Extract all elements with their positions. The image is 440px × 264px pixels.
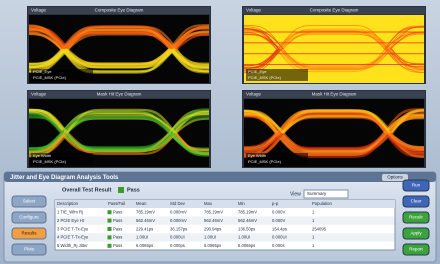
table-cell: Pass	[113, 243, 122, 248]
table-cell: 154.4ps	[272, 226, 287, 231]
table-cell: 562.46mV	[238, 218, 257, 223]
table-cell: 6.0065ps	[204, 243, 221, 248]
table-cell: 6.0065ps	[136, 243, 153, 248]
column-header: Min	[238, 201, 245, 206]
table-cell: 0.000UI	[272, 235, 287, 240]
side-button-label: Configure	[19, 215, 39, 220]
table-cell: 6.0065ps	[238, 243, 255, 248]
table-cell: 1.00UI	[204, 235, 216, 240]
table-cell: 2 PCIE Eye Ht	[57, 218, 85, 223]
table-cell: 136.50ps	[238, 226, 255, 231]
table-cell: 0.000ps	[170, 243, 185, 248]
table-cell: Pass	[113, 210, 122, 215]
pass-icon	[108, 244, 112, 248]
pass-icon	[108, 235, 112, 239]
table-cell: 0.000mV	[170, 218, 187, 223]
column-header: Std Dev	[170, 201, 186, 206]
table-cell: 562.46mV	[204, 218, 223, 223]
plot-title: Composite Eye Diagram	[95, 8, 144, 13]
table-cell: 0.000mV	[170, 210, 187, 215]
page: VoltageComposite Eye DiagramPCIE_EyePCIE…	[0, 0, 440, 264]
action-button-label: Apply	[410, 231, 422, 236]
table-cell: 290.94ps	[204, 226, 221, 231]
table-cell: 785.19mV	[238, 210, 257, 215]
plot-note: PCIE_MSK (PCIe)	[248, 75, 282, 80]
overall-value: Pass	[127, 187, 140, 193]
pass-icon	[108, 219, 112, 223]
view-label: View	[290, 191, 301, 197]
table-cell: 0.000V	[272, 218, 285, 223]
plot-note: PCIE_Eye	[33, 69, 52, 74]
tool-title: Jitter and Eye Diagram Analysis Tools	[10, 175, 119, 181]
table-header	[55, 200, 395, 208]
column-header: Pass/Fail	[108, 201, 125, 206]
table-cell: 229.41ps	[136, 226, 153, 231]
action-button-label: Report	[409, 247, 423, 252]
view-value: Summary	[307, 191, 327, 196]
table-cell: 254095	[312, 226, 327, 231]
plot-note: Eye Width	[248, 153, 266, 158]
overall-label: Overall Test Result	[62, 187, 112, 193]
table-cell: 785.19mV	[204, 210, 223, 215]
table-cell: 1.00UI	[238, 235, 250, 240]
table-cell: 3 PCIE T-Tx-Eye	[57, 226, 89, 231]
plot-header-label: Voltage	[31, 92, 47, 97]
table-cell: 4 PCIE T-Tx-Eye	[57, 235, 89, 240]
table-cell: 785.19mV	[136, 210, 155, 215]
table-cell: 1 TIE_Wfm Rj	[57, 210, 83, 215]
pass-icon	[118, 187, 124, 193]
table-cell: Pass	[113, 218, 122, 223]
table-cell: Pass	[113, 226, 122, 231]
plot-header-label: Voltage	[31, 8, 47, 13]
table-cell: 0.000UI	[170, 235, 185, 240]
table-cell: 1.00UI	[136, 235, 148, 240]
pass-icon	[108, 210, 112, 214]
action-button-label: Run	[412, 183, 421, 188]
table-cell: 36.157ps	[170, 226, 187, 231]
table-cell: 5 Width_Rj Jitter	[57, 243, 88, 248]
column-header: Population	[312, 201, 332, 206]
plot-title: Mask Hit Eye Diagram	[97, 92, 142, 97]
plot-title: Composite Eye Diagram	[310, 8, 359, 13]
side-button-label: Select	[23, 199, 36, 204]
column-header: p-p	[272, 201, 279, 206]
plot-title: Mask Hit Eye Diagram	[312, 92, 357, 97]
plot-note: Eye Width	[33, 153, 51, 158]
plot-note: PCIE_MSK (PCIe)	[33, 75, 67, 80]
screen: VoltageComposite Eye DiagramPCIE_EyePCIE…	[0, 0, 440, 264]
table-cell: 0.000s	[272, 243, 285, 248]
table-row-bg	[56, 233, 395, 241]
plot-header-label: Voltage	[246, 8, 262, 13]
plot-header-label: Voltage	[246, 92, 262, 97]
side-button-label: Plots	[24, 247, 35, 252]
options-label: Options	[387, 175, 403, 180]
column-header: Max	[204, 201, 213, 206]
plot-note: PCIE_MSK (PCIe)	[248, 159, 282, 164]
table-cell: 562.46mV	[136, 218, 155, 223]
action-button-label: Clear	[411, 199, 422, 204]
table-row-bg	[56, 216, 395, 224]
column-header: Mean	[136, 201, 147, 206]
table-cell: Pass	[113, 235, 122, 240]
table-cell: 0.000V	[272, 210, 285, 215]
plot-note: PCIE_MSK (PCIe)	[33, 159, 67, 164]
column-header: Description	[57, 201, 79, 206]
pass-icon	[108, 227, 112, 231]
side-button-label: Results	[21, 231, 37, 236]
action-button-label: Recalc	[409, 215, 424, 220]
plot-note: PCIE_Eye	[248, 69, 267, 74]
